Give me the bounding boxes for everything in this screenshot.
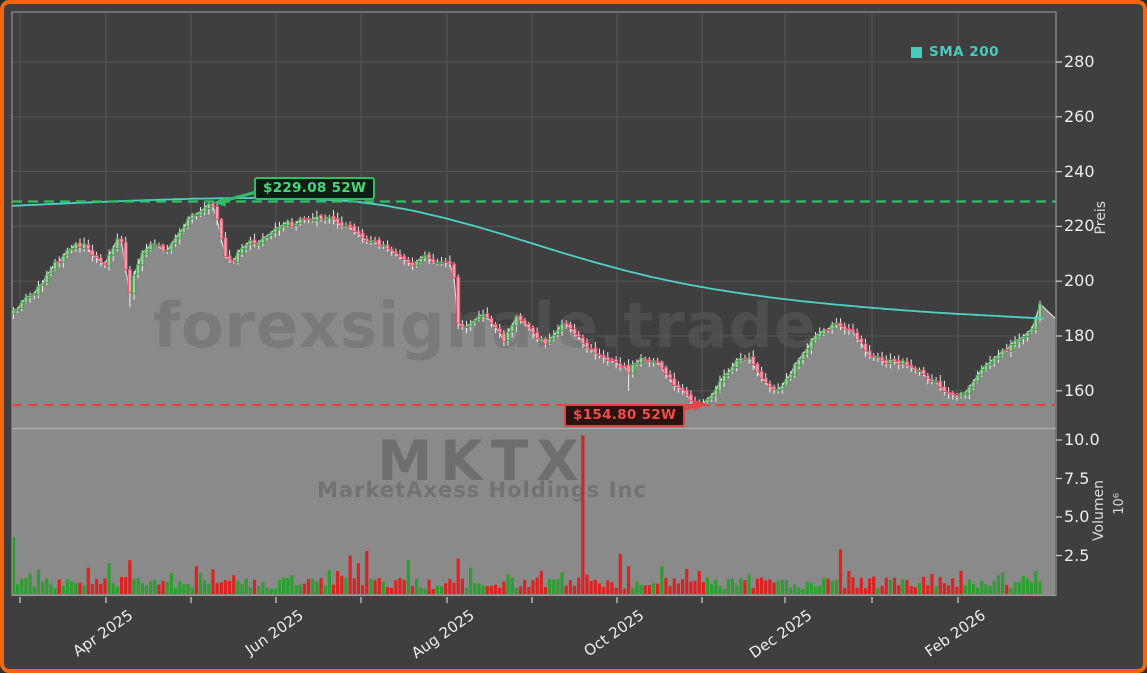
volume-tick-label: 2.5 (1064, 545, 1090, 565)
sma-legend-label: SMA 200 (929, 44, 999, 60)
volume-axis-unit: 10⁶ (1112, 493, 1127, 515)
price-tick-label: 220 (1064, 216, 1095, 236)
watermark-company: MarketAxess Holdings Inc (317, 478, 647, 502)
price-tick-label: 180 (1064, 326, 1095, 345)
price-tick-label: 240 (1064, 161, 1095, 181)
legend-sma: SMA 200 (911, 44, 999, 60)
volume-tick-label: 7.5 (1064, 468, 1090, 488)
price-tick-label: 260 (1064, 106, 1095, 126)
price-tick-label: 160 (1064, 380, 1095, 400)
price-tick-label: 200 (1064, 271, 1095, 291)
sma-legend-swatch-icon (911, 46, 922, 58)
price-axis-title: Preis (1093, 201, 1109, 235)
volume-axis-title: Volumen (1091, 480, 1107, 541)
watermark-brand: forexsignale.trade (153, 289, 817, 362)
low-52w-label: $154.80 52W (564, 404, 686, 427)
watermark-symbol: MKTX (377, 429, 586, 493)
high-52w-label: $229.08 52W (254, 177, 376, 200)
volume-tick-label: 5.0 (1064, 507, 1090, 526)
volume-tick-label: 10.0 (1064, 430, 1100, 449)
price-tick-label: 280 (1064, 52, 1095, 71)
